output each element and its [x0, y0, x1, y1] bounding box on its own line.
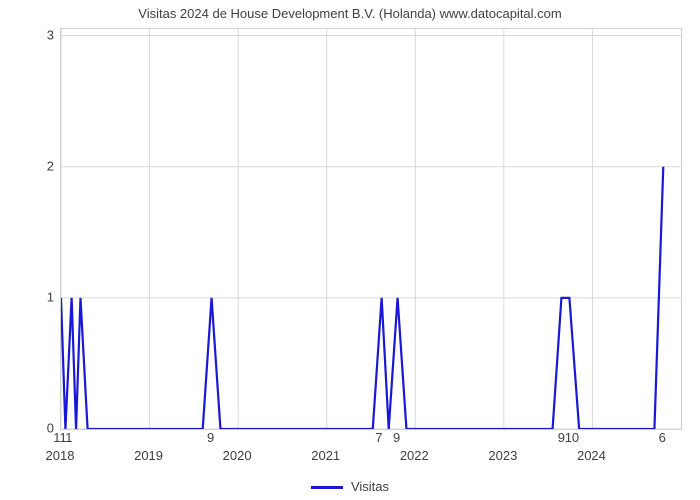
legend: Visitas	[0, 479, 700, 494]
y-tick-label: 3	[14, 27, 54, 42]
x-tick-label: 2019	[134, 448, 163, 463]
chart-container: { "chart": { "type": "line", "title": "V…	[0, 0, 700, 500]
legend-line-icon	[311, 486, 343, 489]
data-point-label: 7	[375, 430, 382, 445]
data-point-label: 10	[565, 430, 579, 445]
y-tick-label: 0	[14, 421, 54, 436]
x-tick-label: 2023	[488, 448, 517, 463]
x-tick-label: 2024	[577, 448, 606, 463]
y-tick-label: 1	[14, 289, 54, 304]
plot-area	[60, 28, 682, 430]
x-tick-label: 2021	[311, 448, 340, 463]
plot-svg	[61, 29, 681, 429]
x-tick-label: 2020	[223, 448, 252, 463]
x-tick-label: 2022	[400, 448, 429, 463]
chart-title: Visitas 2024 de House Development B.V. (…	[0, 6, 700, 21]
data-point-label: 6	[659, 430, 666, 445]
data-point-label: 9	[393, 430, 400, 445]
legend-label: Visitas	[351, 479, 389, 494]
y-tick-label: 2	[14, 158, 54, 173]
data-point-label: 1	[65, 430, 72, 445]
x-tick-label: 2018	[46, 448, 75, 463]
data-point-label: 9	[207, 430, 214, 445]
